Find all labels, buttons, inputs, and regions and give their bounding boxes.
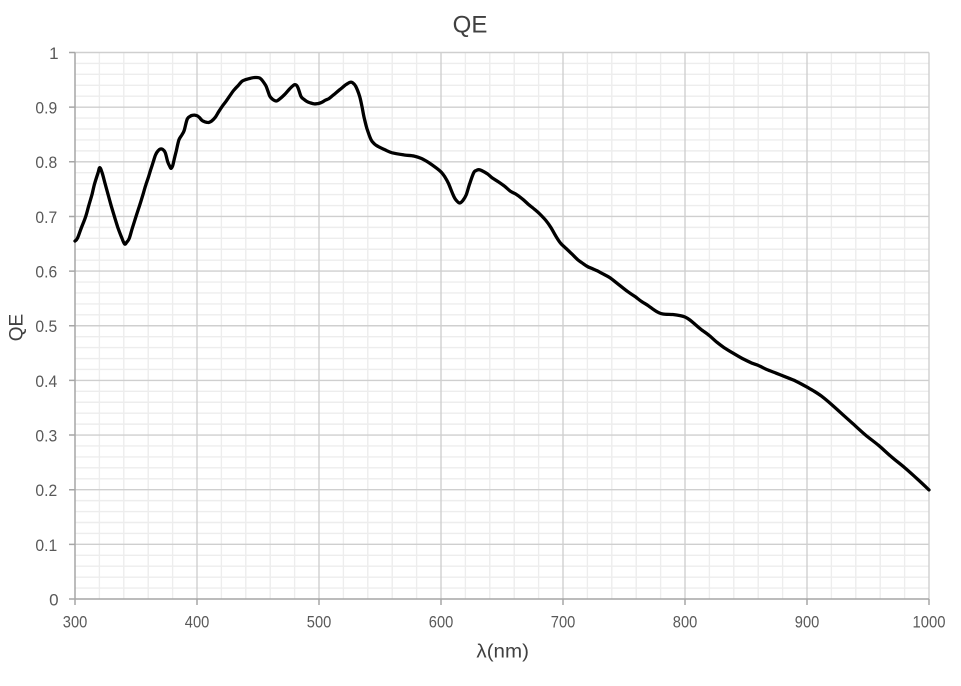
svg-text:0.4: 0.4 bbox=[35, 372, 57, 391]
svg-text:QE: QE bbox=[453, 12, 488, 39]
svg-text:1: 1 bbox=[49, 44, 58, 63]
svg-text:0.8: 0.8 bbox=[35, 153, 57, 172]
svg-text:0.2: 0.2 bbox=[35, 481, 57, 500]
svg-text:0.1: 0.1 bbox=[35, 536, 57, 555]
svg-text:800: 800 bbox=[673, 613, 698, 632]
svg-text:λ(nm): λ(nm) bbox=[476, 642, 529, 663]
svg-text:500: 500 bbox=[307, 613, 332, 632]
svg-text:0.5: 0.5 bbox=[35, 317, 57, 336]
svg-text:400: 400 bbox=[185, 613, 210, 632]
svg-text:0: 0 bbox=[49, 590, 58, 609]
svg-text:0.9: 0.9 bbox=[35, 99, 57, 118]
svg-text:QE: QE bbox=[6, 314, 27, 341]
svg-text:300: 300 bbox=[63, 613, 88, 632]
svg-text:900: 900 bbox=[795, 613, 820, 632]
svg-text:1000: 1000 bbox=[913, 613, 946, 632]
svg-text:0.7: 0.7 bbox=[35, 208, 57, 227]
svg-text:600: 600 bbox=[429, 613, 454, 632]
svg-text:700: 700 bbox=[551, 613, 576, 632]
svg-text:0.3: 0.3 bbox=[35, 426, 57, 445]
svg-text:0.6: 0.6 bbox=[35, 263, 57, 282]
